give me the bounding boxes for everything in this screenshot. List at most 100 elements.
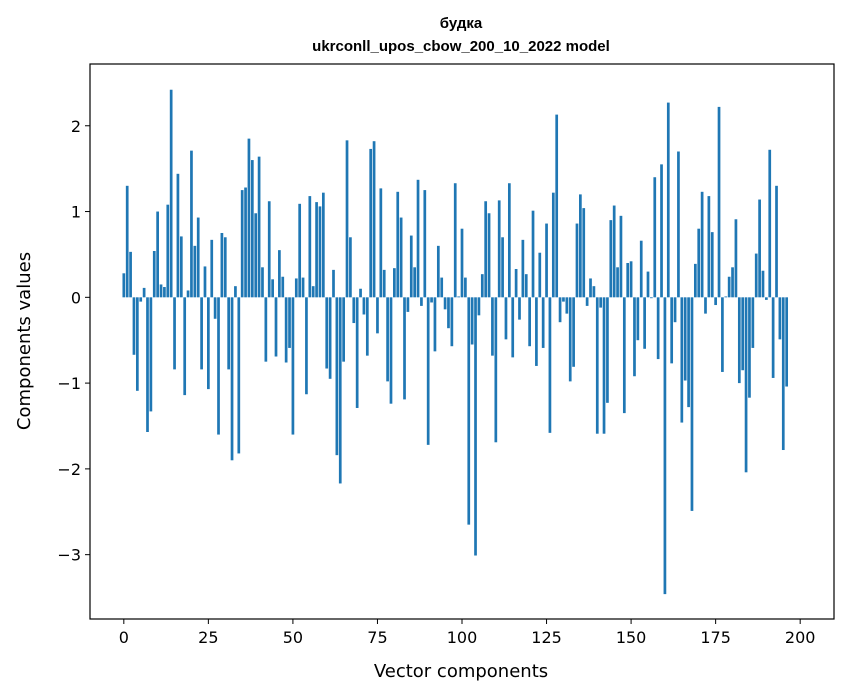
bar-52: [298, 203, 302, 298]
bar-152: [636, 297, 640, 341]
bar-184: [744, 297, 748, 473]
bar-65: [342, 297, 345, 362]
bar-117: [518, 297, 521, 320]
y-tick-label: 0: [71, 288, 81, 307]
bar-91: [430, 297, 433, 303]
bar-40: [257, 156, 261, 298]
bar-66: [345, 140, 349, 298]
bar-143: [606, 297, 609, 403]
bar-92: [433, 297, 437, 352]
bar-165: [680, 297, 684, 423]
bar-82: [399, 217, 403, 298]
bar-147: [619, 215, 623, 298]
y-axis-label: Components values: [14, 252, 35, 430]
bar-79: [389, 297, 393, 404]
bar-11: [159, 284, 163, 298]
bar-104: [474, 297, 477, 556]
y-tick-label: 1: [71, 203, 81, 222]
bar-102: [467, 297, 471, 525]
bar-4: [135, 297, 139, 391]
chart-title: будка: [440, 15, 483, 32]
bar-58: [318, 206, 322, 298]
bar-188: [758, 199, 761, 298]
bar-44: [271, 279, 274, 298]
bar-47: [281, 276, 285, 298]
bar-30: [223, 237, 227, 298]
bar-135: [579, 194, 582, 298]
bar-34: [237, 297, 241, 454]
bar-112: [501, 237, 504, 298]
bar-95: [443, 297, 447, 310]
bar-177: [721, 297, 724, 372]
bar-156: [650, 297, 653, 299]
bar-153: [639, 240, 643, 298]
bar-151: [633, 297, 636, 377]
bar-31: [227, 297, 231, 370]
bar-106: [480, 274, 484, 298]
x-tick-label: 200: [785, 628, 816, 647]
bar-138: [589, 278, 592, 298]
bar-46: [278, 250, 281, 298]
bar-148: [622, 297, 626, 414]
bar-99: [457, 296, 460, 298]
bar-123: [538, 252, 542, 298]
bar-141: [599, 297, 603, 308]
bar-164: [677, 151, 680, 298]
bar-69: [355, 297, 359, 408]
bar-54: [305, 297, 308, 395]
bar-86: [413, 267, 417, 298]
bar-155: [646, 271, 650, 298]
bar-10: [156, 211, 159, 298]
bar-127: [551, 192, 555, 298]
bar-193: [775, 185, 778, 298]
bar-119: [524, 274, 528, 298]
bar-26: [210, 239, 214, 298]
bar-3: [132, 297, 136, 355]
bar-170: [697, 228, 701, 298]
bar-80: [393, 268, 396, 298]
bar-37: [247, 138, 251, 298]
bar-162: [670, 297, 674, 364]
bar-178: [724, 296, 728, 298]
bar-39: [254, 213, 258, 298]
bar-50: [291, 297, 295, 435]
bar-36: [244, 187, 247, 298]
bar-163: [673, 297, 677, 323]
bar-56: [311, 286, 315, 298]
bar-7: [146, 297, 149, 432]
bar-16: [176, 173, 180, 298]
bar-53: [301, 277, 305, 298]
bar-70: [359, 288, 362, 298]
x-tick-label: 175: [700, 628, 731, 647]
bar-124: [541, 297, 545, 348]
bar-115: [511, 297, 515, 358]
bar-185: [748, 297, 751, 398]
bar-111: [497, 200, 501, 298]
bar-105: [477, 297, 481, 316]
bar-49: [288, 297, 291, 348]
bar-93: [436, 245, 440, 298]
bar-87: [416, 179, 420, 298]
bar-191: [768, 149, 772, 298]
bar-8: [149, 297, 153, 412]
bar-131: [565, 297, 569, 314]
bar-33: [234, 286, 237, 298]
bar-94: [440, 277, 444, 298]
bar-75: [376, 297, 379, 334]
bar-23: [200, 297, 203, 370]
bar-89: [423, 190, 427, 298]
bar-19: [186, 290, 190, 298]
bar-62: [332, 269, 335, 298]
bars-group: [122, 89, 789, 595]
bar-146: [616, 267, 619, 298]
bar-22: [196, 217, 200, 298]
bar-96: [447, 297, 450, 329]
bar-140: [595, 297, 599, 434]
bar-183: [741, 297, 745, 371]
bar-144: [609, 220, 613, 298]
bar-166: [683, 297, 687, 381]
bar-84: [406, 297, 410, 312]
bar-154: [643, 297, 646, 349]
bar-195: [781, 297, 785, 451]
bar-14: [169, 89, 173, 298]
